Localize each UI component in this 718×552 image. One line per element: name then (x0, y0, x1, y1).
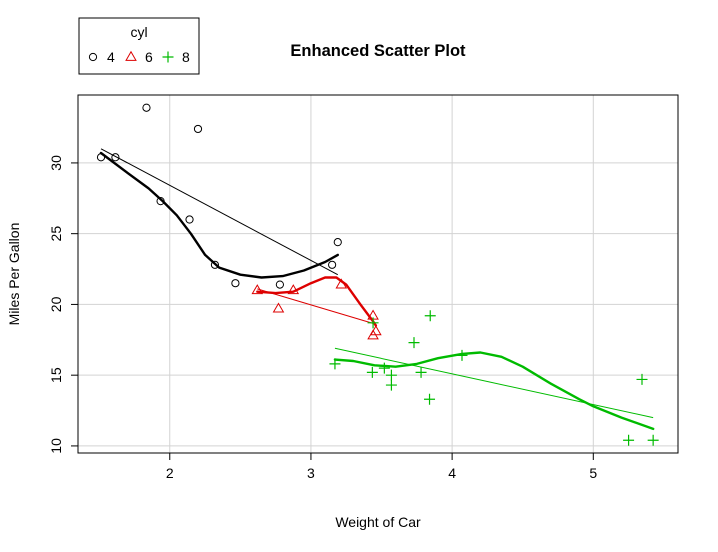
y-tick-label: 20 (48, 296, 64, 312)
legend-label-6: 6 (145, 49, 153, 65)
chart-title: Enhanced Scatter Plot (290, 42, 466, 60)
fit-lines (99, 148, 655, 431)
point-cyl-8 (385, 369, 397, 381)
point-cyl-8 (424, 393, 436, 405)
point-cyl-6 (335, 278, 348, 289)
x-tick-label: 5 (589, 465, 597, 481)
y-tick-label: 25 (48, 226, 64, 242)
axes: 2 3 4 5 10 15 20 25 30 (48, 155, 597, 481)
point-cyl-8 (329, 358, 341, 370)
legend-label-8: 8 (182, 49, 190, 65)
smooth-curve-cyl-6 (256, 276, 378, 327)
fit-line-cyl-6 (257, 288, 377, 325)
legend-marker-4 (88, 52, 98, 62)
point-cyl-4 (142, 103, 151, 112)
y-tick-label: 15 (48, 367, 64, 383)
fit-line-cyl-8 (334, 347, 654, 419)
y-axis-label: Miles Per Gallon (6, 223, 22, 326)
data-points (96, 103, 659, 446)
point-cyl-6 (370, 325, 382, 336)
point-cyl-8 (415, 366, 427, 378)
legend: cyl 4 6 8 (78, 17, 200, 75)
x-tick-label: 4 (448, 465, 456, 481)
y-tick-label: 10 (48, 438, 64, 454)
point-cyl-4 (275, 280, 284, 289)
x-axis-label: Weight of Car (335, 514, 421, 530)
point-cyl-6 (251, 284, 264, 295)
point-cyl-8 (623, 434, 635, 446)
point-cyl-4 (231, 279, 240, 288)
point-cyl-8 (456, 349, 468, 361)
x-tick-label: 2 (166, 465, 174, 481)
point-cyl-8 (367, 317, 379, 329)
point-cyl-8 (385, 379, 397, 391)
legend-title: cyl (130, 24, 147, 40)
smooth-curve-cyl-8 (333, 351, 655, 431)
point-cyl-4 (193, 124, 203, 134)
point-cyl-4 (333, 238, 342, 247)
point-cyl-4 (210, 260, 220, 269)
point-cyl-8 (366, 366, 378, 378)
legend-marker-8 (162, 51, 174, 63)
smooth-curve-cyl-4 (99, 151, 339, 279)
point-cyl-4 (185, 215, 194, 224)
plot-frame (77, 94, 679, 454)
grid-lines (78, 95, 678, 453)
fit-line-cyl-4 (100, 148, 338, 276)
point-cyl-6 (272, 302, 285, 313)
point-cyl-4 (156, 197, 165, 206)
legend-box (78, 17, 200, 75)
y-tick-label: 30 (48, 155, 64, 171)
point-cyl-6 (287, 284, 300, 295)
x-tick-label: 3 (307, 465, 315, 481)
legend-items: 4 6 8 (88, 49, 190, 65)
point-cyl-4 (96, 153, 106, 162)
point-cyl-8 (636, 373, 648, 385)
point-cyl-8 (408, 337, 420, 349)
point-cyl-4 (111, 153, 120, 162)
legend-label-4: 4 (107, 49, 115, 65)
legend-marker-6 (125, 50, 137, 61)
point-cyl-4 (328, 260, 337, 269)
point-cyl-8 (424, 310, 436, 322)
point-cyl-8 (647, 434, 659, 446)
point-cyl-8 (378, 362, 390, 374)
